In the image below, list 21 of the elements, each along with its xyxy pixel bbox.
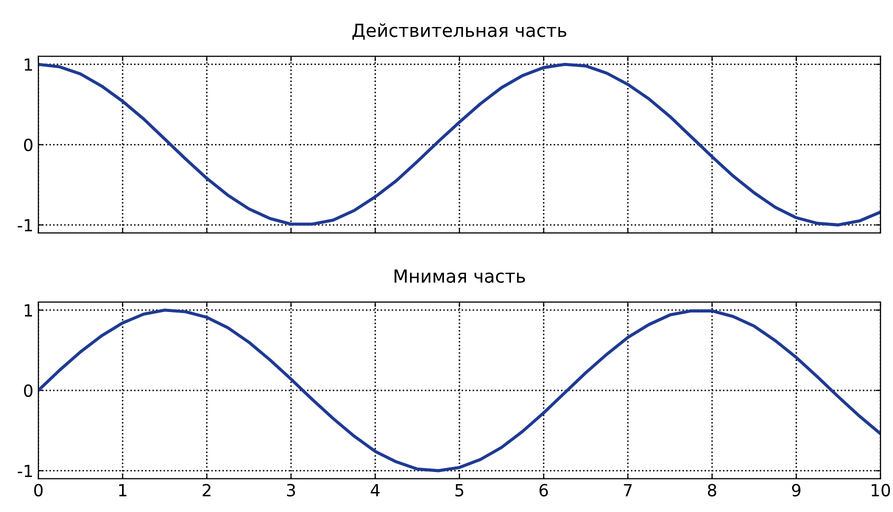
x-tick-label: 8 [708,484,716,496]
y-tick-label: 0 [24,384,32,397]
x-tick-label: 10 [872,484,890,496]
x-tick-label: 0 [34,484,43,496]
x-tick-label: 1 [119,484,126,496]
y-tick-label: 0 [24,138,32,152]
x-tick-label: 4 [370,484,380,496]
chart-title: Действительная часть [352,23,566,40]
y-tick-label: -1 [18,219,32,232]
y-tick-label: -1 [18,464,32,478]
x-tick-label: 9 [792,484,800,496]
line-series [38,62,880,226]
y-tick-label: 1 [24,58,32,71]
x-tick-label: 6 [540,484,548,496]
y-tick-label: 1 [24,304,32,316]
x-tick-label: 7 [624,484,632,496]
chart-title: Мнимая часть [394,269,525,283]
x-tick-label: 3 [286,484,295,496]
x-tick-label: 2 [202,484,210,496]
x-tick-label: 5 [455,484,464,496]
line-series [38,308,880,472]
